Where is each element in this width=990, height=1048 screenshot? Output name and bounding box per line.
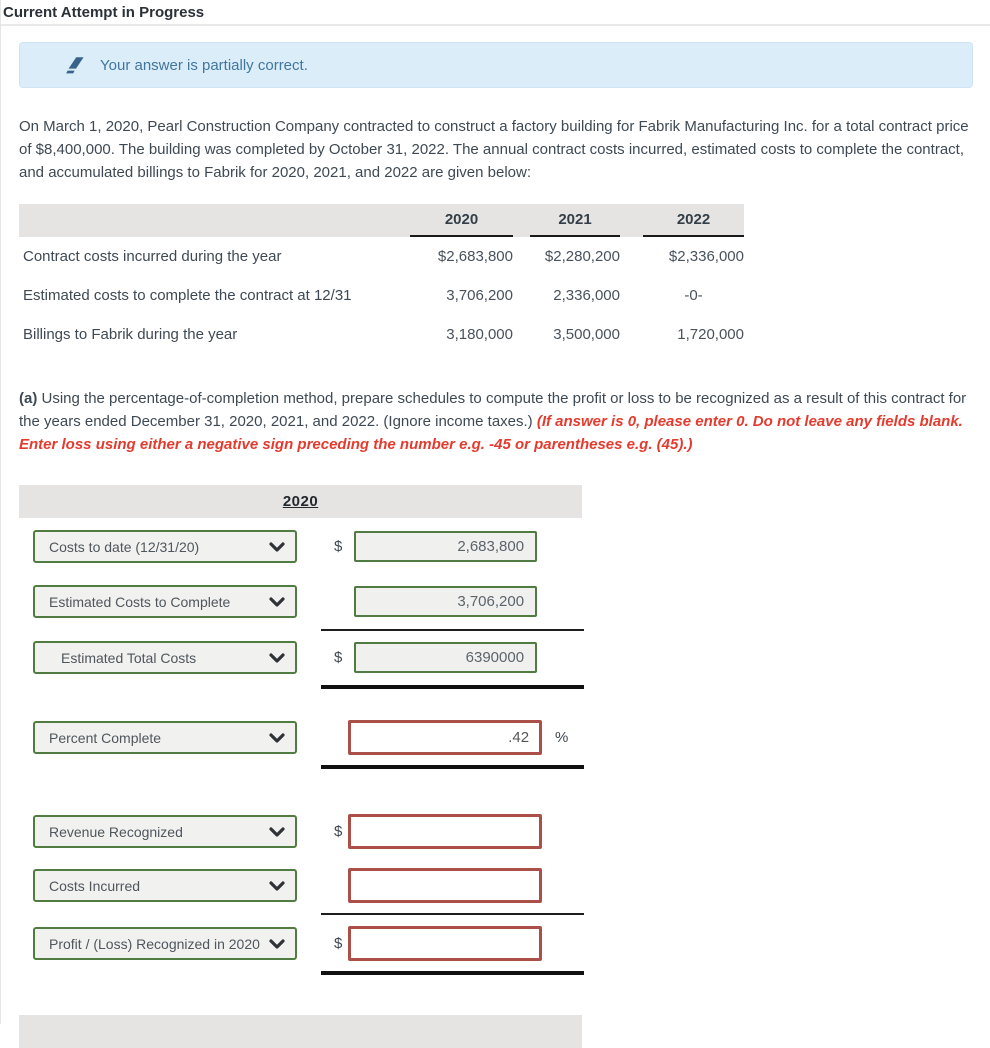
- select-label: Estimated Costs to Complete: [49, 593, 231, 610]
- costs-to-date-input[interactable]: [354, 531, 538, 562]
- table-row: Contract costs incurred during the year …: [19, 237, 744, 276]
- cell-value: 3,180,000: [446, 326, 513, 343]
- schedule-2021-section-header: [19, 1015, 582, 1048]
- profit-loss-input[interactable]: [348, 926, 543, 961]
- part-a-instructions: (a) Using the percentage-of-completion m…: [19, 387, 969, 456]
- currency-symbol: $: [334, 649, 343, 666]
- schedule-year-header: 2020: [282, 493, 319, 510]
- year-column-header: 2021: [530, 204, 620, 237]
- problem-text: On March 1, 2020, Pearl Construction Com…: [19, 118, 969, 181]
- cell-value: $2,336,000: [668, 248, 744, 265]
- cell-value: $2,280,200: [544, 248, 620, 265]
- chevron-down-icon: [269, 541, 285, 552]
- row-label: Billings to Fabrik during the year: [23, 326, 238, 343]
- schedule-year-band: 2020: [19, 485, 582, 518]
- total-rule: [321, 765, 584, 769]
- subtotal-rule: [321, 913, 584, 915]
- red-note: (If answer is 0, please enter 0. Do not …: [19, 413, 963, 453]
- select-label: Revenue Recognized: [49, 823, 183, 840]
- estimated-total-costs-select[interactable]: Estimated Total Costs: [33, 641, 298, 674]
- currency-symbol: $: [334, 935, 343, 952]
- row-label: Contract costs incurred during the year: [23, 248, 282, 265]
- select-label: Costs to date (12/31/20): [49, 538, 200, 555]
- costs-incurred-select[interactable]: Costs Incurred: [33, 869, 298, 902]
- select-label: Profit / (Loss) Recognized in 2020: [49, 935, 260, 952]
- chevron-down-icon: [269, 596, 285, 607]
- cell-value: -0-: [684, 287, 703, 304]
- percent-complete-input[interactable]: [348, 720, 543, 755]
- select-label: Percent Complete: [49, 729, 162, 746]
- cell-value: 3,706,200: [446, 287, 513, 304]
- schedule-2020-section: 2020 Costs to date (12/31/20) $ Estimate…: [19, 485, 584, 1048]
- year-column-header: 2020: [410, 204, 513, 237]
- chevron-down-icon: [269, 880, 285, 891]
- cell-value: 3,500,000: [553, 326, 620, 343]
- estimated-costs-to-complete-input[interactable]: [354, 586, 538, 617]
- table-header-spacer: [19, 204, 410, 237]
- total-rule: [321, 971, 584, 975]
- table-row: Billings to Fabrik during the year 3,180…: [19, 315, 744, 354]
- select-label: Costs Incurred: [49, 877, 141, 894]
- alert-message: Your answer is partially correct.: [100, 56, 308, 74]
- cost-data-table: 2020 2021 2022 Contract costs incurred d…: [19, 204, 744, 354]
- instruction-text: Using the percentage-of-completion metho…: [19, 390, 967, 430]
- year-column-header: 2022: [643, 204, 744, 237]
- cell-value: $2,683,800: [437, 248, 513, 265]
- page-title: Current Attempt in Progress: [3, 4, 205, 21]
- eraser-icon: [62, 55, 86, 76]
- chevron-down-icon: [269, 652, 285, 663]
- revenue-recognized-input[interactable]: [348, 814, 543, 849]
- revenue-recognized-select[interactable]: Revenue Recognized: [33, 815, 298, 848]
- cell-value: 1,720,000: [677, 326, 744, 343]
- chevron-down-icon: [269, 732, 285, 743]
- table-header-row: 2020 2021 2022: [19, 204, 744, 237]
- currency-symbol: $: [334, 823, 343, 840]
- row-label: Estimated costs to complete the contract…: [23, 287, 352, 304]
- estimated-costs-to-complete-select[interactable]: Estimated Costs to Complete: [33, 585, 298, 618]
- chevron-down-icon: [269, 938, 285, 949]
- estimated-total-costs-input[interactable]: [354, 642, 538, 673]
- chevron-down-icon: [269, 826, 285, 837]
- cell-value: 2,336,000: [553, 287, 620, 304]
- profit-loss-select[interactable]: Profit / (Loss) Recognized in 2020: [33, 927, 298, 960]
- part-label: (a): [19, 390, 38, 407]
- costs-to-date-select[interactable]: Costs to date (12/31/20): [33, 530, 298, 563]
- total-rule: [321, 685, 584, 689]
- header-divider: [1, 24, 990, 26]
- currency-symbol: $: [334, 538, 343, 555]
- subtotal-rule: [321, 629, 584, 631]
- select-label: Estimated Total Costs: [61, 649, 197, 666]
- table-row: Estimated costs to complete the contract…: [19, 276, 744, 315]
- percent-complete-select[interactable]: Percent Complete: [33, 721, 298, 754]
- costs-incurred-input[interactable]: [348, 868, 543, 903]
- percent-symbol: %: [555, 729, 569, 746]
- partially-correct-banner: Your answer is partially correct.: [19, 42, 973, 88]
